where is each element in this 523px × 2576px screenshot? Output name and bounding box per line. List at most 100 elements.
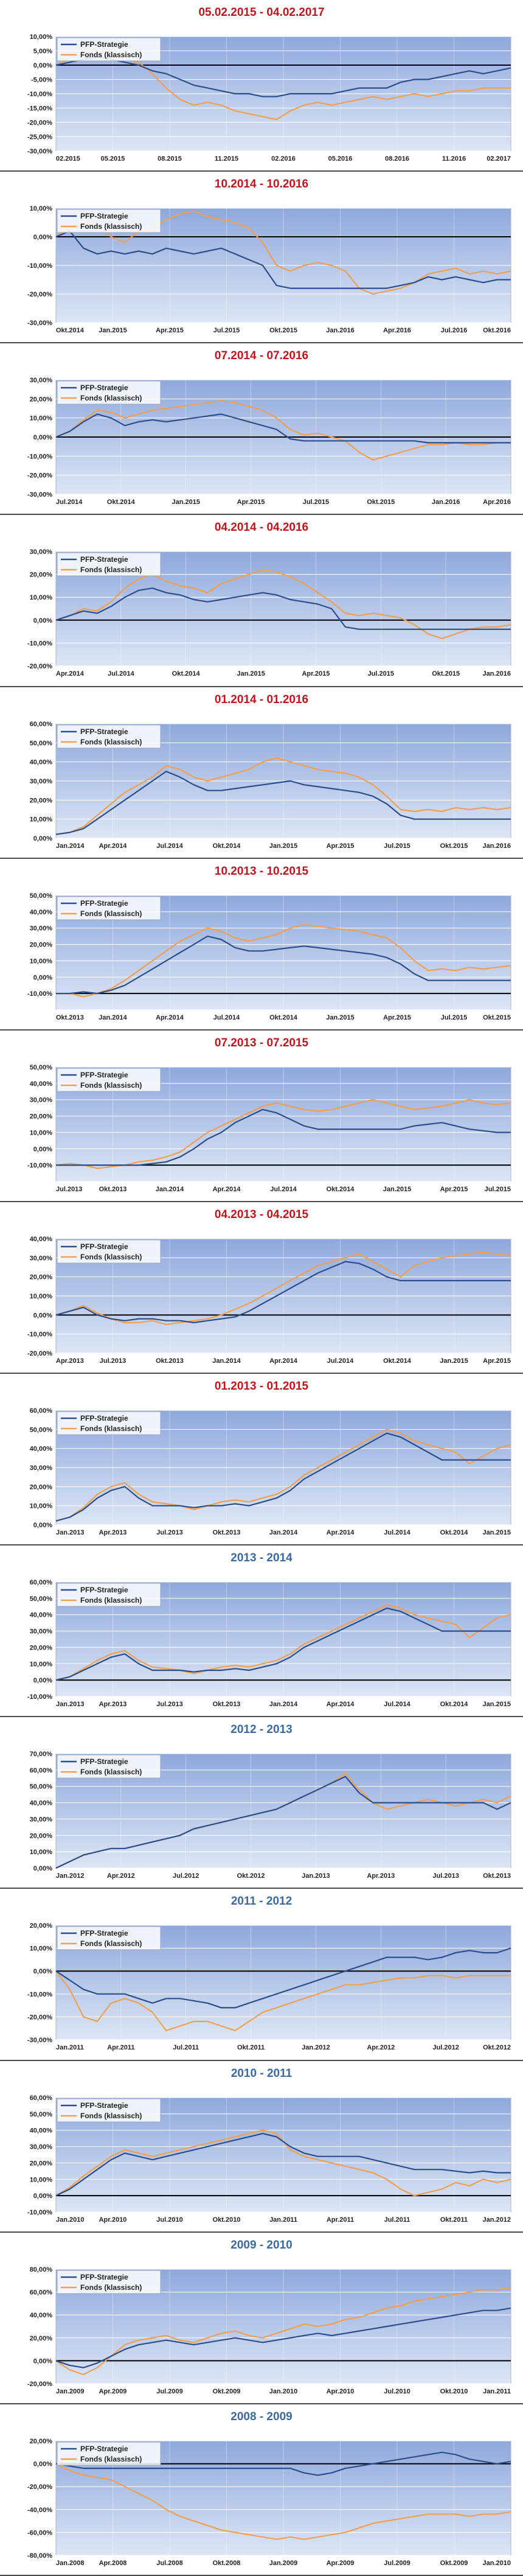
legend-box xyxy=(57,2270,161,2294)
chart-svg: 20,00% 10,00% 0,00% -10,00% -20,00% -30,00% Ja… xyxy=(27,1922,511,2051)
legend-label-strategy: PFP-Strategie xyxy=(80,1414,128,1423)
series-line-strategy xyxy=(56,935,511,994)
chart-panel: 2012 - 2013 70,00% 60,00% 50,00% 40,00% 30,00… xyxy=(0,1717,523,1889)
chart-title: 07.2013 - 07.2015 xyxy=(214,1036,309,1049)
legend-box xyxy=(57,896,161,920)
legend-box xyxy=(57,2098,161,2123)
x-tick-label: Apr.2012 xyxy=(107,1872,135,1880)
x-tick-label: Okt.2008 xyxy=(213,2560,241,2567)
y-tick-label: -20,00% xyxy=(27,291,52,298)
x-tick-label: Jul.2012 xyxy=(173,1872,199,1880)
y-tick-label: 0,00% xyxy=(33,2357,52,2365)
chart-title: 04.2014 - 04.2016 xyxy=(214,521,309,534)
y-tick-label: 40,00% xyxy=(30,2312,53,2319)
y-tick-label: -30,00% xyxy=(27,148,52,155)
y-tick-label: 0,00% xyxy=(33,1146,52,1153)
x-tick-label: Apr.2010 xyxy=(327,2388,355,2395)
x-tick-label: Jan.2013 xyxy=(56,1529,84,1536)
y-tick-label: 0,00% xyxy=(33,835,52,842)
x-tick-label: Jul.2014 xyxy=(384,1529,410,1536)
legend-label-fund: Fonds (klassisch) xyxy=(80,1424,142,1433)
y-tick-label: -30,00% xyxy=(27,2037,52,2044)
x-tick-label: Jan.2013 xyxy=(56,1701,84,1708)
legend-label-fund: Fonds (klassisch) xyxy=(80,2455,142,2463)
x-tick-label: Apr.2011 xyxy=(107,2044,134,2051)
x-tick-label: Apr.2014 xyxy=(327,1701,355,1708)
legend-box xyxy=(57,1754,161,1779)
y-tick-label: 30,00% xyxy=(30,1097,53,1104)
x-tick-label: Jul.2014 xyxy=(384,1701,410,1708)
y-tick-label: -20,00% xyxy=(27,2483,52,2491)
x-tick-label: Okt.2014 xyxy=(213,842,241,850)
x-tick-label: Apr.2016 xyxy=(383,327,411,334)
y-tick-label: 10,00% xyxy=(30,33,53,41)
legend-box xyxy=(57,209,161,233)
legend: PFP-Strategie Fonds (klassisch) xyxy=(57,1068,161,1092)
chart-title: 2013 - 2014 xyxy=(230,1552,293,1565)
chart-svg: 80,00% 60,00% 40,00% 20,00% 0,00% -20,00% Jan.… xyxy=(27,2266,511,2395)
series-line-fund xyxy=(55,400,511,461)
y-tick-label: 20,00% xyxy=(30,2160,53,2167)
series-line-fund xyxy=(55,2286,511,2375)
x-tick-label: Okt.2013 xyxy=(213,1529,241,1536)
x-tick-label: Apr.2015 xyxy=(483,1357,511,1365)
x-tick-label: 05.2015 xyxy=(101,155,125,163)
chart-panel: 07.2014 - 07.2016 30,00% 20,00% 10,00% 0,00%… xyxy=(0,343,523,516)
x-tick-label: Apr.2013 xyxy=(367,1872,395,1880)
x-tick-label: Jul.2013 xyxy=(100,1357,126,1365)
series-line-strategy xyxy=(56,1108,511,1166)
y-tick-label: 30,00% xyxy=(30,548,53,556)
chart-svg: 60,00% 50,00% 40,00% 30,00% 20,00% 10,00% 0,00… xyxy=(27,2095,511,2224)
chart-panel: 04.2014 - 04.2016 30,00% 20,00% 10,00% 0,00%… xyxy=(0,515,523,687)
legend-box xyxy=(57,37,161,61)
legend-label-strategy: PFP-Strategie xyxy=(80,2101,128,2110)
x-tick-label: Apr.2015 xyxy=(383,1014,411,1021)
x-tick-label: Okt.2009 xyxy=(213,2388,241,2395)
chart-svg: 60,00% 50,00% 40,00% 30,00% 20,00% 10,00% 0,00… xyxy=(30,721,511,850)
y-tick-label: 50,00% xyxy=(30,740,53,747)
x-tick-label: Apr.2014 xyxy=(99,842,128,850)
y-tick-label: -10,00% xyxy=(27,262,52,270)
y-tick-label: 50,00% xyxy=(30,1064,53,1071)
legend: PFP-Strategie Fonds (klassisch) xyxy=(57,37,161,61)
legend-label-strategy: PFP-Strategie xyxy=(80,40,128,49)
legend-label-fund: Fonds (klassisch) xyxy=(80,1081,142,1090)
x-tick-label: Jan.2009 xyxy=(269,2560,297,2567)
legend-label-fund: Fonds (klassisch) xyxy=(80,2112,142,2120)
y-tick-label: 40,00% xyxy=(30,1800,53,1807)
x-tick-label: Okt.2016 xyxy=(483,327,511,334)
y-tick-label: 50,00% xyxy=(30,1783,53,1791)
y-tick-label: -30,00% xyxy=(27,320,52,327)
x-tick-label: Jan.2015 xyxy=(99,327,126,334)
x-tick-label: Okt.2009 xyxy=(440,2560,468,2567)
x-tick-label: Jul.2013 xyxy=(156,1529,182,1536)
x-tick-label: Jan.2014 xyxy=(156,1186,184,1193)
legend: PFP-Strategie Fonds (klassisch) xyxy=(57,209,161,233)
y-tick-label: 0,00% xyxy=(33,617,52,625)
legend-label-fund: Fonds (klassisch) xyxy=(80,1768,142,1776)
legend: PFP-Strategie Fonds (klassisch) xyxy=(57,724,161,749)
y-tick-label: -25,00% xyxy=(27,134,52,141)
legend-label-strategy: PFP-Strategie xyxy=(80,1242,128,1251)
legend: PFP-Strategie Fonds (klassisch) xyxy=(57,1926,161,1950)
chart-svg: 40,00% 30,00% 20,00% 10,00% 0,00% -10,00% -20,… xyxy=(27,1236,511,1365)
legend: PFP-Strategie Fonds (klassisch) xyxy=(57,1239,161,1264)
x-tick-label: Okt.2015 xyxy=(483,1014,511,1021)
x-tick-label: 11.2015 xyxy=(215,155,238,163)
y-tick-label: 20,00% xyxy=(30,572,53,579)
chart-title: 10.2013 - 10.2015 xyxy=(214,864,309,878)
x-tick-label: Okt.2014 xyxy=(383,1357,412,1365)
series-line-strategy xyxy=(55,2132,511,2196)
y-tick-label: 10,00% xyxy=(30,1849,53,1856)
y-tick-label: 0,00% xyxy=(33,1522,52,1529)
legend-label-strategy: PFP-Strategie xyxy=(80,899,128,908)
chart-title: 2008 - 2009 xyxy=(230,2410,293,2423)
x-tick-label: Jan.2012 xyxy=(56,1872,84,1880)
legend: PFP-Strategie Fonds (klassisch) xyxy=(57,2098,161,2123)
x-tick-label: Jan.2015 xyxy=(269,842,297,850)
chart-title: 2010 - 2011 xyxy=(230,2067,293,2080)
x-tick-label: Apr.2015 xyxy=(302,670,330,677)
chart-svg: 50,00% 40,00% 30,00% 20,00% 10,00% 0,00% -10,0… xyxy=(27,1064,511,1193)
x-tick-label: Apr.2010 xyxy=(99,2216,127,2224)
